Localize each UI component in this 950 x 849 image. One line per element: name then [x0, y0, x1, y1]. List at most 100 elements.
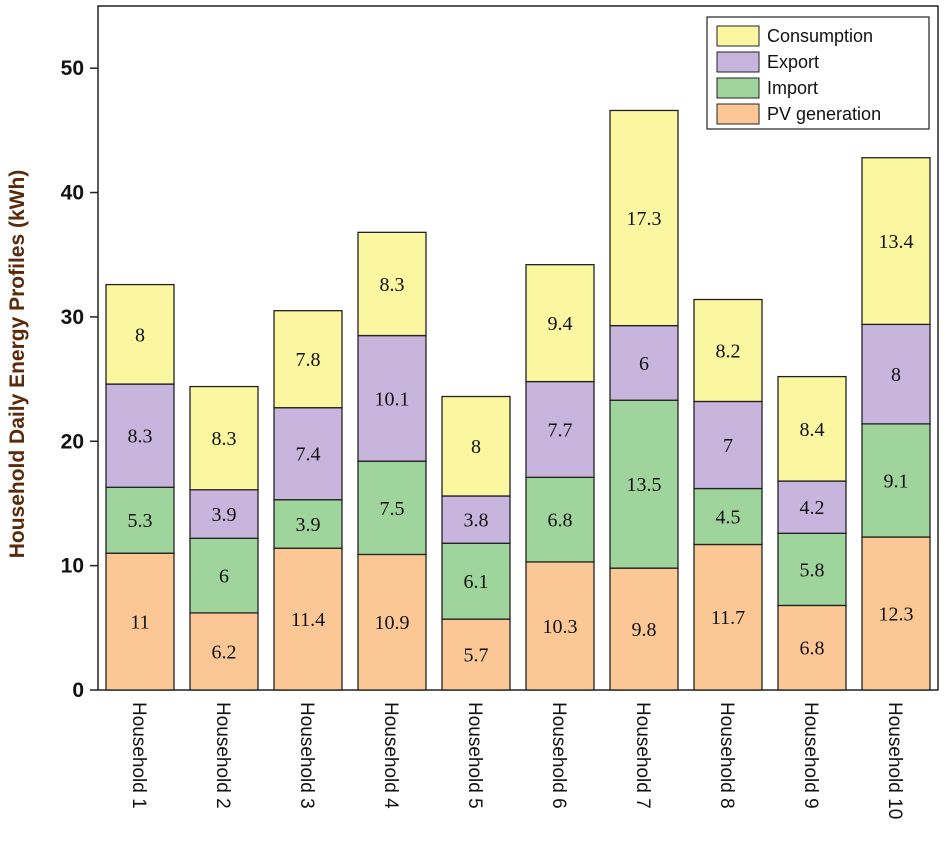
- data-label: 9.4: [548, 313, 573, 335]
- legend-swatch: [716, 103, 760, 125]
- x-category-label: Household 7: [632, 702, 653, 809]
- bar-segment: [189, 612, 259, 691]
- bar-segment: [693, 400, 763, 490]
- y-tick-label: 30: [61, 306, 84, 329]
- bar-segment: [189, 537, 259, 614]
- bar-segment: [441, 542, 511, 620]
- legend-label: Import: [767, 78, 818, 98]
- legend-label: PV generation: [767, 104, 881, 124]
- bar-segment: [861, 423, 931, 538]
- plot-frame: [97, 5, 939, 691]
- x-category-label: Household 3: [296, 702, 317, 809]
- data-label: 11: [130, 612, 149, 634]
- data-label: 6.8: [800, 638, 825, 660]
- bar-segment: [189, 489, 259, 539]
- data-label: 10.1: [375, 388, 410, 410]
- data-label: 13.5: [627, 474, 662, 496]
- y-tick-label: 40: [61, 182, 84, 205]
- bar-segment: [357, 460, 427, 556]
- bar-segment: [525, 264, 595, 383]
- data-label: 12.3: [879, 604, 914, 626]
- data-label: 7: [723, 435, 733, 457]
- data-label: 9.8: [632, 619, 657, 641]
- data-label: 7.5: [380, 498, 405, 520]
- data-label: 8.2: [716, 340, 741, 362]
- data-label: 4.5: [716, 507, 741, 529]
- data-label: 8.3: [212, 428, 237, 450]
- y-tick-label: 0: [72, 679, 84, 702]
- legend-label: Export: [767, 52, 819, 72]
- data-label: 3.8: [464, 510, 489, 532]
- x-category-label: Household 4: [380, 702, 401, 809]
- x-category-label: Household 6: [548, 702, 569, 809]
- data-label: 7.7: [548, 419, 573, 441]
- bar-segment: [105, 486, 175, 554]
- bar-segment: [189, 385, 259, 491]
- bar-segment: [357, 334, 427, 462]
- bar-segment: [861, 157, 931, 326]
- data-label: 13.4: [879, 231, 914, 253]
- data-label: 11.7: [711, 607, 745, 629]
- data-label: 3.9: [212, 504, 237, 526]
- bar-segment: [273, 499, 343, 549]
- data-label: 5.7: [464, 645, 489, 667]
- x-category-label: Household 9: [800, 702, 821, 809]
- bar-segment: [777, 375, 847, 482]
- data-label: 8.3: [380, 274, 405, 296]
- legend-label: Consumption: [767, 26, 873, 46]
- legend-swatch: [716, 51, 760, 73]
- bar-segment: [441, 495, 511, 544]
- x-category-label: Household 2: [212, 702, 233, 809]
- bar-segment: [273, 310, 343, 409]
- data-label: 5.3: [128, 510, 153, 532]
- bar-segment: [693, 543, 763, 691]
- bar-segment: [693, 487, 763, 546]
- bar-segment: [609, 567, 679, 691]
- x-category-label: Household 10: [884, 702, 905, 819]
- y-axis-title: Household Daily Energy Profiles (kWh): [6, 170, 29, 559]
- data-label: 8: [891, 364, 901, 386]
- data-label: 7.4: [296, 444, 321, 466]
- data-label: 8: [471, 436, 481, 458]
- data-label: 6.8: [548, 510, 573, 532]
- data-label: 3.9: [296, 514, 321, 536]
- y-tick-label: 20: [61, 430, 84, 453]
- x-category-label: Household 5: [464, 702, 485, 809]
- bar-segment: [777, 604, 847, 691]
- bar-segment: [525, 476, 595, 563]
- x-category-label: Household 1: [128, 702, 149, 809]
- bar-segment: [777, 532, 847, 607]
- data-label: 6.2: [212, 641, 237, 663]
- data-label: 11.4: [291, 609, 325, 631]
- bar-segment: [105, 283, 175, 385]
- bar-segment: [861, 536, 931, 691]
- legend-swatch: [716, 77, 760, 99]
- data-label: 5.8: [800, 559, 825, 581]
- bar-segment: [609, 324, 679, 401]
- data-label: 9.1: [884, 470, 909, 492]
- data-label: 8.4: [800, 419, 825, 441]
- data-label: 10.3: [543, 616, 578, 638]
- data-label: 4.2: [800, 497, 825, 519]
- data-label: 10.9: [375, 612, 410, 634]
- x-category-label: Household 8: [716, 702, 737, 809]
- bar-segment: [357, 553, 427, 691]
- data-label: 8: [135, 324, 145, 346]
- bar-segment: [357, 231, 427, 337]
- bar-segment: [273, 407, 343, 501]
- bar-segment: [273, 547, 343, 691]
- data-label: 17.3: [627, 208, 662, 230]
- data-label: 6: [639, 353, 649, 375]
- data-label: 6.1: [464, 571, 489, 593]
- bar-segment: [861, 323, 931, 425]
- legend-swatch: [716, 25, 760, 47]
- bar-segment: [609, 109, 679, 327]
- y-tick-label: 10: [61, 555, 84, 578]
- data-label: 6: [219, 566, 229, 588]
- bar-segment: [441, 395, 511, 497]
- y-tick-label: 50: [61, 57, 84, 80]
- bar-segment: [693, 298, 763, 403]
- data-label: 8.3: [128, 426, 153, 448]
- data-label: 7.8: [296, 349, 321, 371]
